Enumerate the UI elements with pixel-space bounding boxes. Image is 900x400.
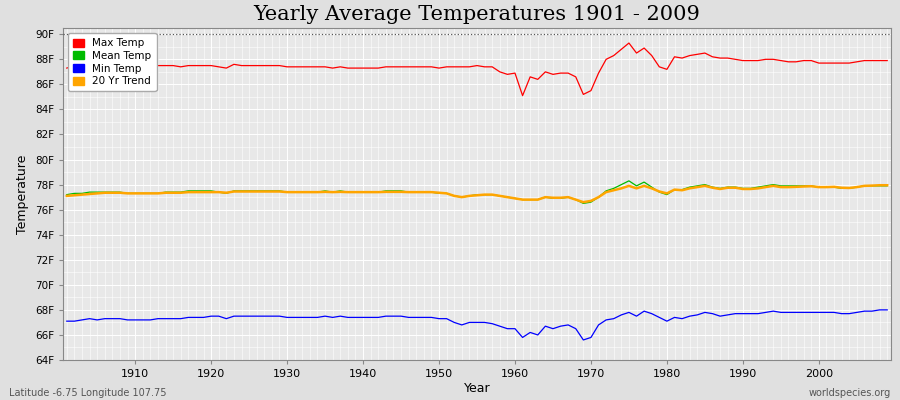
X-axis label: Year: Year	[464, 382, 490, 395]
Y-axis label: Temperature: Temperature	[16, 154, 30, 234]
Text: Latitude -6.75 Longitude 107.75: Latitude -6.75 Longitude 107.75	[9, 388, 166, 398]
Text: worldspecies.org: worldspecies.org	[809, 388, 891, 398]
Title: Yearly Average Temperatures 1901 - 2009: Yearly Average Temperatures 1901 - 2009	[254, 5, 700, 24]
Legend: Max Temp, Mean Temp, Min Temp, 20 Yr Trend: Max Temp, Mean Temp, Min Temp, 20 Yr Tre…	[68, 33, 157, 92]
